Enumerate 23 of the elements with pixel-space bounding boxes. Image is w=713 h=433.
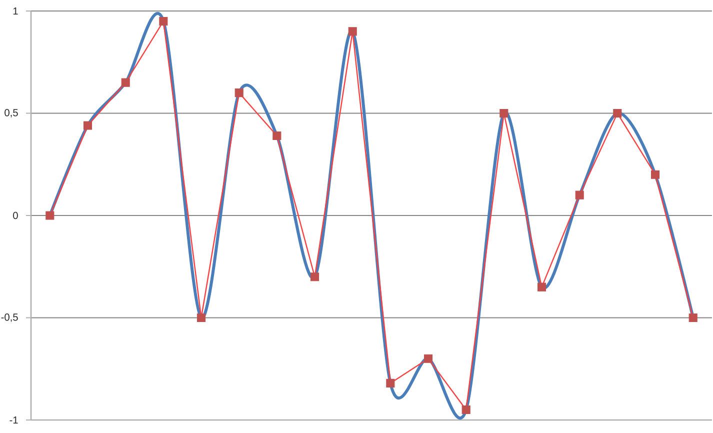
point (386, 378, 395, 388)
y-tick-label: -0,5 (1, 314, 18, 322)
y-tick-label: 0,5 (4, 109, 18, 118)
point (83, 121, 92, 130)
point (537, 282, 546, 292)
point (272, 131, 282, 140)
point (462, 406, 470, 414)
y-tick-label: 1 (13, 8, 18, 14)
point (650, 170, 660, 179)
point (310, 272, 320, 282)
point (121, 78, 130, 87)
point (424, 354, 433, 363)
point (575, 190, 584, 200)
point (159, 16, 168, 26)
y-tick-label: 0 (13, 212, 18, 220)
point (688, 313, 698, 322)
y-tick-label: -1 (10, 416, 18, 424)
point (613, 108, 622, 118)
point (348, 27, 357, 36)
point (196, 313, 206, 322)
point (500, 108, 508, 118)
point (234, 88, 244, 98)
point (46, 211, 54, 220)
